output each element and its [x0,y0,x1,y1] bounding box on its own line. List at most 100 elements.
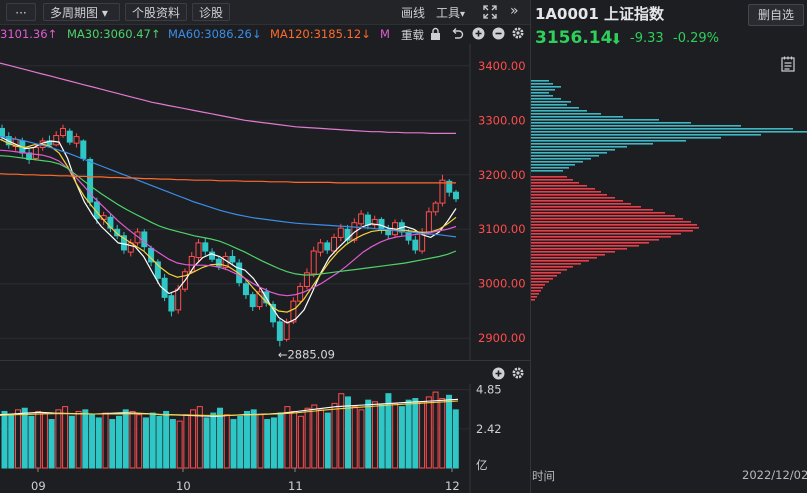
volume-bar [35,410,42,469]
candle-body [59,127,66,137]
stock-info-button[interactable]: 个股资料 [125,3,187,21]
volume-tick-label: 2.42 [476,422,502,436]
candlestick-chart[interactable]: 3400.00 3300.00 3200.00 3100.00 3000.00 2900.… [0,44,530,360]
distribution-bar-lower [531,215,675,217]
volume-bar [75,410,82,469]
distribution-bar-lower [531,197,615,199]
volume-chart[interactable]: 4.85 2.42 亿 09 10 11 12 [0,384,530,493]
distribution-bar-upper [531,107,579,109]
reweight-button[interactable]: 重载 [401,28,424,42]
volume-settings-gear-icon[interactable] [511,366,525,383]
distribution-bar-lower [531,230,693,232]
distribution-bar-lower [531,200,623,202]
ma-line-ma120 [0,173,456,184]
volume-bar [41,412,48,469]
price-change-percent: -0.29% [673,31,719,46]
candle-body [242,283,249,296]
ma60-value: MA60:3086.26↓ [168,27,262,41]
distribution-bar-upper [531,155,599,157]
volume-bar [176,420,183,469]
distribution-bar-lower [531,260,589,262]
lock-icon[interactable] [430,27,441,43]
volume-bar [412,398,419,469]
zoom-out-icon[interactable] [492,27,505,43]
volume-bar [183,414,190,469]
draw-line-button[interactable]: 画线 [401,6,426,20]
candle-body [364,214,371,226]
candle-body [53,135,60,146]
pane-divider [0,360,530,361]
volume-bar [446,394,453,469]
candle-body [412,239,419,251]
volume-bar [398,406,405,469]
volume-bar [136,414,143,469]
candle-body [324,242,331,251]
y-tick-label: 3000.00 [478,277,526,291]
distribution-bar-lower [531,194,607,196]
candle-body [229,255,236,263]
volume-bar [116,415,122,469]
volume-bar [371,401,378,469]
volume-bar [55,409,62,469]
distribution-bar-upper [531,152,607,154]
volume-bar [358,409,365,469]
zoom-in-icon[interactable] [472,27,485,43]
candle-body [0,127,5,138]
undo-icon[interactable] [451,27,464,43]
candle-body [425,211,432,233]
chart-toolbar: ··· 多周期图 ▾ 个股资料 诊股 画线 工具▾ » [0,0,530,25]
volume-bar [284,406,291,469]
distribution-bar-lower [531,176,567,178]
quote-panel: 1A0001 上证指数 删自选 3156.14 ⬇ -9.33 -0.29% 时… [530,0,807,493]
chevron-down-icon: ▾ [101,6,108,20]
x-tick-label: 10 [176,479,191,493]
volume-zoom-in-icon[interactable] [492,367,505,383]
ma-first-value: 3101.36↑ [0,27,58,41]
volume-bar [365,399,372,469]
distribution-bar-lower [531,272,561,274]
volume-bar [392,402,399,469]
distribution-bar-lower [531,182,579,184]
volume-bar [291,410,298,469]
volume-bar [270,417,277,469]
more-menu-button[interactable]: ··· [6,3,36,21]
down-arrow-icon: ⬇ [610,30,623,48]
candle-body [236,262,243,284]
candle-body [80,140,87,159]
distribution-bar-upper [531,137,721,139]
volume-bar [318,409,325,469]
distribution-bar-lower [531,242,649,244]
volume-tick-label: 4.85 [476,384,502,397]
notes-icon[interactable] [781,56,795,72]
distribution-bar-lower [531,245,639,247]
volume-bar [351,406,358,469]
x-tick-label: 11 [288,479,303,493]
fullscreen-icon[interactable] [482,4,498,23]
distribution-bar-lower [531,287,543,289]
settings-gear-icon[interactable] [511,26,525,43]
volume-bar [378,404,385,469]
tools-menu-button[interactable]: 工具▾ [436,4,465,21]
distribution-bar-lower [531,254,605,256]
volume-bar [129,410,136,469]
distribution-bar-lower [531,299,535,301]
distribution-bar-lower [531,179,573,181]
volume-header [0,364,530,384]
candle-body [202,242,209,252]
volume-bar [109,419,116,469]
diagnose-button[interactable]: 诊股 [192,3,230,21]
collapse-panel-icon[interactable]: » [510,3,519,19]
distribution-bar-lower [531,221,691,223]
remove-favorite-button[interactable]: 删自选 [748,4,804,26]
candle-body [141,231,148,248]
volume-bar [102,412,109,469]
distribution-bar-lower [531,278,553,280]
candle-body [337,227,344,238]
ma-line-ma250 [0,62,456,134]
multi-period-button[interactable]: 多周期图 ▾ [43,3,120,21]
distribution-bar-lower [531,296,537,298]
volume-bar [405,399,412,469]
x-tick-label: 12 [445,479,460,493]
volume-bar [385,393,392,469]
volume-bar [8,414,15,469]
